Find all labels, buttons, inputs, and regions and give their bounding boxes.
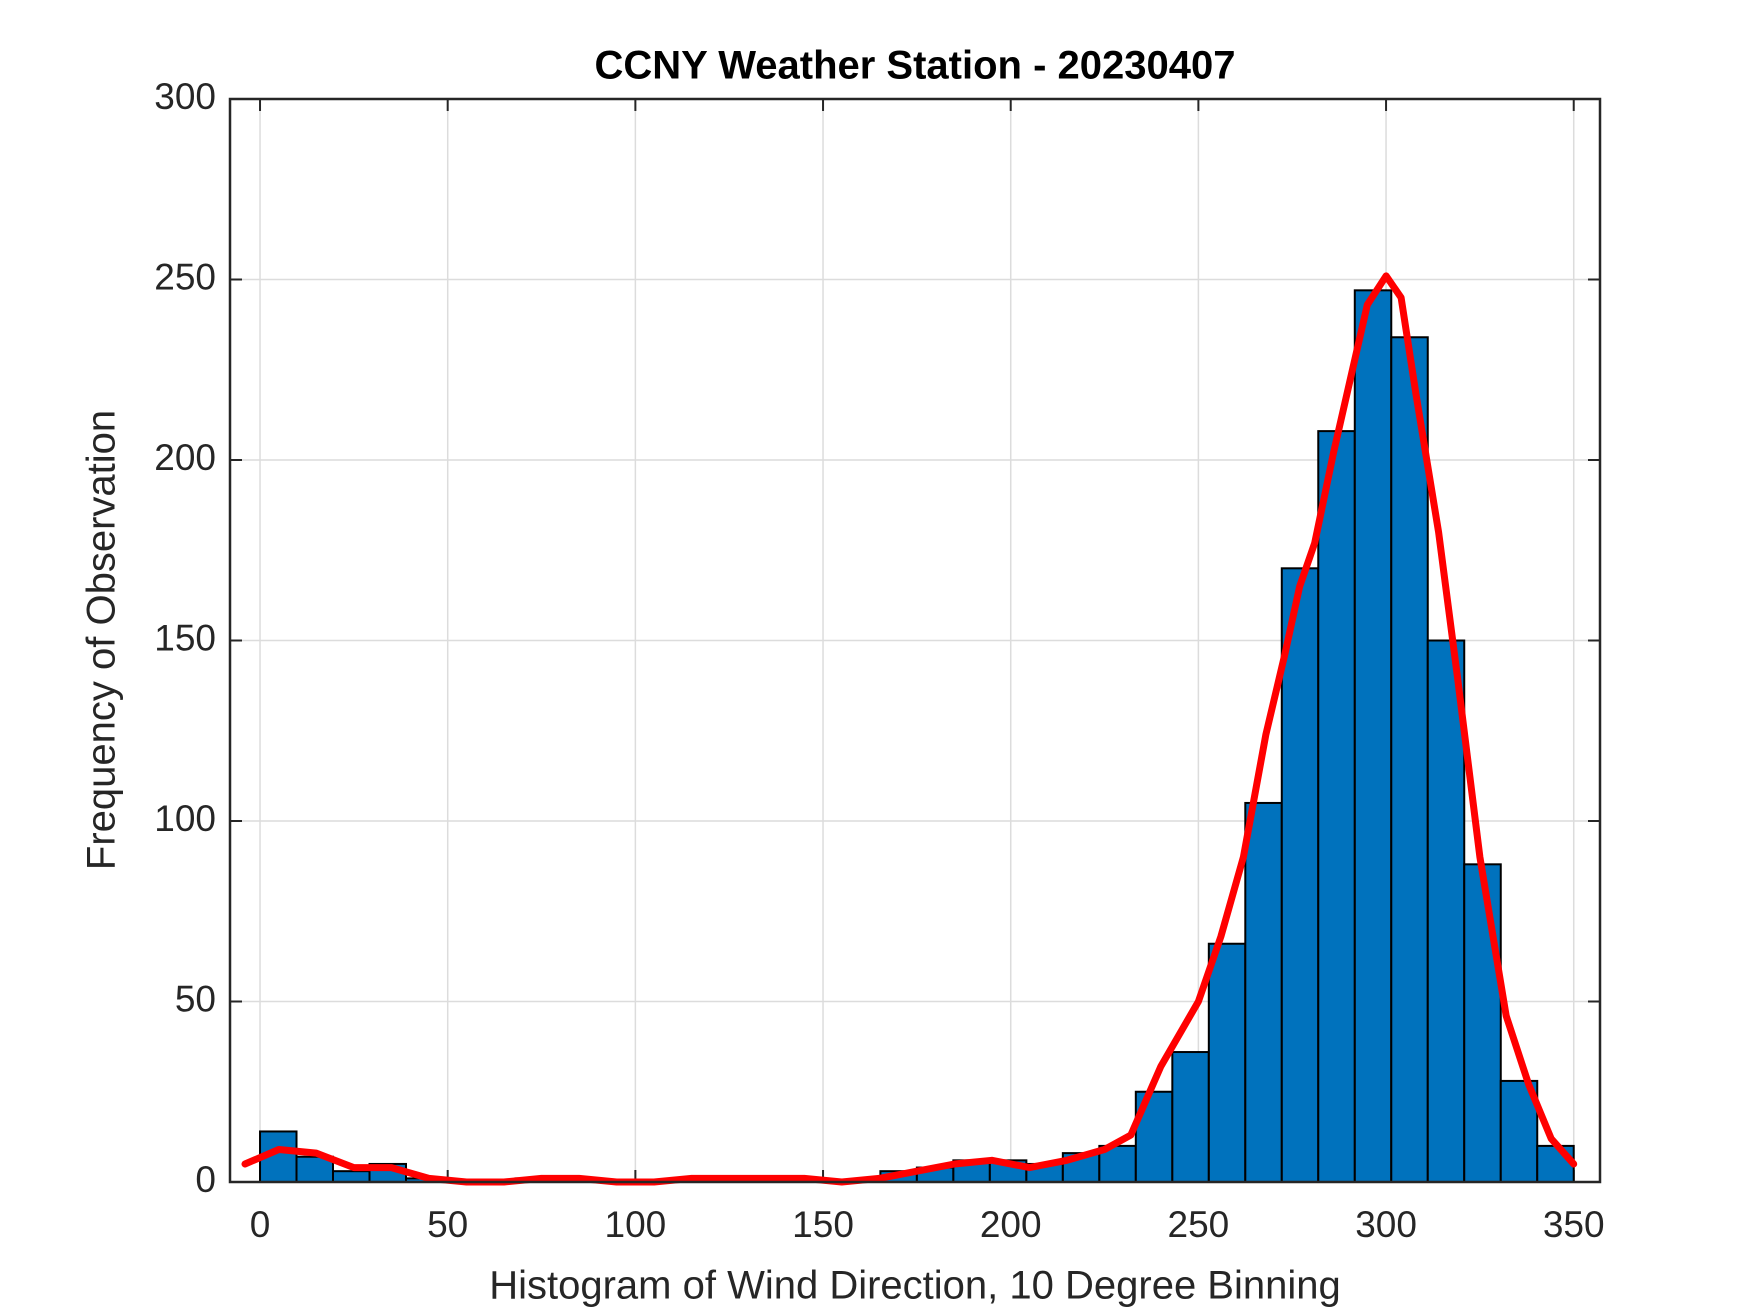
axes-box bbox=[228, 97, 1602, 1184]
bar bbox=[1536, 1144, 1575, 1184]
bar bbox=[1463, 863, 1502, 1183]
bar bbox=[1317, 430, 1356, 1183]
bar bbox=[1207, 942, 1247, 1183]
x-tick-label: 50 bbox=[427, 1204, 468, 1245]
chart-title: CCNY Weather Station - 20230407 bbox=[595, 44, 1236, 88]
x-tick-label: 300 bbox=[1355, 1204, 1417, 1245]
bar bbox=[1426, 639, 1466, 1183]
bar bbox=[1171, 1051, 1210, 1184]
x-tick-label: 0 bbox=[250, 1204, 271, 1245]
y-tick-label: 150 bbox=[154, 617, 216, 658]
bar bbox=[1244, 801, 1283, 1183]
y-tick-label: 0 bbox=[195, 1159, 216, 1200]
x-axis-label: Histogram of Wind Direction, 10 Degree B… bbox=[489, 1264, 1341, 1308]
y-tick-label: 100 bbox=[154, 798, 216, 839]
bar bbox=[1280, 567, 1320, 1183]
bar bbox=[1390, 336, 1429, 1183]
x-tick-label: 200 bbox=[980, 1204, 1042, 1245]
x-tick-label: 100 bbox=[605, 1204, 667, 1245]
x-tick-label: 350 bbox=[1543, 1204, 1605, 1245]
y-tick-label: 50 bbox=[175, 978, 216, 1019]
y-axis-label: Frequency of Observation bbox=[80, 410, 124, 870]
bar bbox=[1353, 289, 1393, 1183]
y-tick-label: 300 bbox=[154, 76, 216, 117]
x-tick-label: 150 bbox=[792, 1204, 854, 1245]
y-tick-label: 250 bbox=[154, 256, 216, 297]
y-tick-label: 200 bbox=[154, 437, 216, 478]
bar bbox=[331, 1170, 371, 1184]
x-tick-label: 250 bbox=[1168, 1204, 1230, 1245]
